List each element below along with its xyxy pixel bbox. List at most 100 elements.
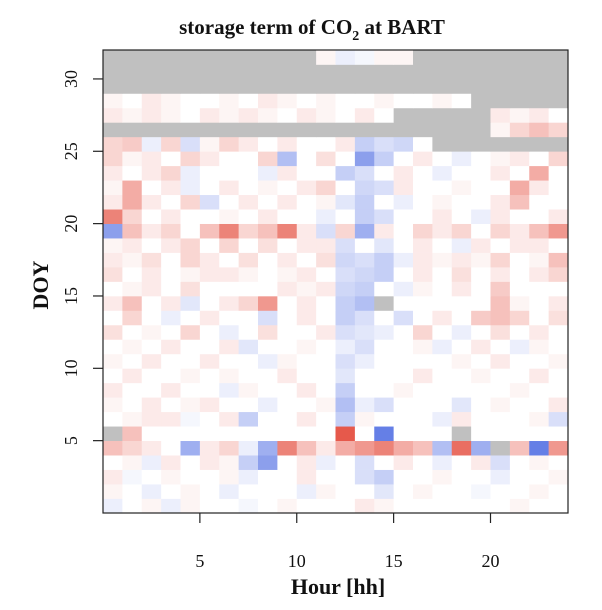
heatmap-cell (296, 209, 317, 224)
heatmap-cell (374, 339, 394, 355)
heatmap-cell (141, 397, 162, 413)
heatmap-cell (451, 411, 472, 427)
heatmap-cell (529, 484, 549, 499)
heatmap-cell (316, 50, 336, 65)
heatmap-cell (354, 238, 375, 253)
heatmap-cell (103, 295, 123, 311)
heatmap-cell (277, 498, 298, 514)
heatmap-cell (509, 498, 530, 514)
heatmap-cell (180, 209, 201, 224)
heatmap-cell (432, 107, 453, 123)
x-tick-label: 5 (195, 551, 204, 571)
heatmap-cell (413, 324, 433, 340)
heatmap-cell (161, 194, 181, 210)
heatmap-cell (103, 136, 123, 152)
heatmap-cell (354, 353, 375, 369)
heatmap-cell (103, 397, 123, 413)
heatmap-cell (122, 353, 143, 369)
heatmap-cell (161, 180, 181, 196)
heatmap-cell (413, 440, 433, 456)
heatmap-cell (199, 455, 220, 470)
heatmap-cell (161, 310, 181, 326)
heatmap-cell (413, 209, 433, 224)
heatmap-cell (374, 397, 394, 413)
heatmap-cell (509, 484, 530, 499)
heatmap-cell (238, 339, 259, 355)
heatmap-cell (199, 281, 220, 297)
heatmap-cell (548, 209, 569, 224)
heatmap-cell (103, 484, 123, 499)
heatmap-cell (471, 382, 491, 398)
heatmap-cell (180, 411, 201, 427)
heatmap-cell (219, 267, 239, 282)
heatmap-cell (296, 455, 317, 470)
heatmap-cell (296, 440, 317, 456)
heatmap-cell (141, 295, 162, 311)
heatmap-cell (490, 382, 511, 398)
heatmap-cell (529, 310, 549, 326)
y-tick-label: 20 (61, 215, 81, 233)
heatmap-cell (451, 498, 472, 514)
heatmap-cell (219, 469, 239, 485)
heatmap-cell (335, 252, 356, 268)
heatmap-cell (354, 50, 375, 65)
heatmap-cell (296, 498, 317, 514)
heatmap-cell (258, 368, 278, 384)
heatmap-cell (238, 78, 259, 94)
heatmap-cell (316, 411, 336, 427)
heatmap-cell (548, 382, 569, 398)
heatmap-cell (103, 209, 123, 224)
heatmap-cell (141, 50, 162, 65)
heatmap-cell (238, 165, 259, 181)
heatmap-cell (122, 426, 143, 442)
heatmap-cell (374, 107, 394, 123)
heatmap-cell (432, 252, 453, 268)
heatmap-cell (509, 310, 530, 326)
heatmap-cell (413, 281, 433, 297)
heatmap-cell (354, 252, 375, 268)
heatmap-cell (316, 136, 336, 152)
heatmap-cell (432, 180, 453, 196)
heatmap-cell (451, 368, 472, 384)
heatmap-cell (471, 397, 491, 413)
heatmap-cell (374, 440, 394, 456)
heatmap-cell (529, 107, 549, 123)
heatmap-cell (490, 209, 511, 224)
heatmap-cell (374, 469, 394, 485)
heatmap-cell (238, 426, 259, 442)
heatmap-cell (161, 209, 181, 224)
heatmap-cell (509, 252, 530, 268)
heatmap-cell (161, 353, 181, 369)
heatmap-cell (122, 78, 143, 94)
heatmap-cell (432, 368, 453, 384)
heatmap-cell (393, 136, 414, 152)
heatmap-cell (258, 469, 278, 485)
heatmap-cell (432, 498, 453, 514)
heatmap-cell (103, 339, 123, 355)
heatmap-cell (471, 353, 491, 369)
heatmap-cell (122, 238, 143, 253)
heatmap-cell (529, 122, 549, 138)
heatmap-cell (393, 252, 414, 268)
heatmap-cell (471, 440, 491, 456)
heatmap-cell (393, 180, 414, 196)
heatmap-cell (393, 238, 414, 253)
heatmap-cell (374, 194, 394, 210)
heatmap-cell (393, 310, 414, 326)
heatmap-cell (432, 64, 453, 80)
heatmap-cell (296, 151, 317, 167)
heatmap-cell (509, 122, 530, 138)
heatmap-cell (393, 498, 414, 514)
heatmap-cell (374, 368, 394, 384)
heatmap-cell (432, 194, 453, 210)
heatmap-cell (451, 107, 472, 123)
heatmap-cell (393, 324, 414, 340)
heatmap-cell (103, 455, 123, 470)
heatmap-cell (238, 484, 259, 499)
heatmap-cell (471, 78, 491, 94)
heatmap-cell (316, 484, 336, 499)
heatmap-cell (103, 469, 123, 485)
heatmap-cell (258, 252, 278, 268)
heatmap-cell (374, 353, 394, 369)
heatmap-cell (238, 209, 259, 224)
